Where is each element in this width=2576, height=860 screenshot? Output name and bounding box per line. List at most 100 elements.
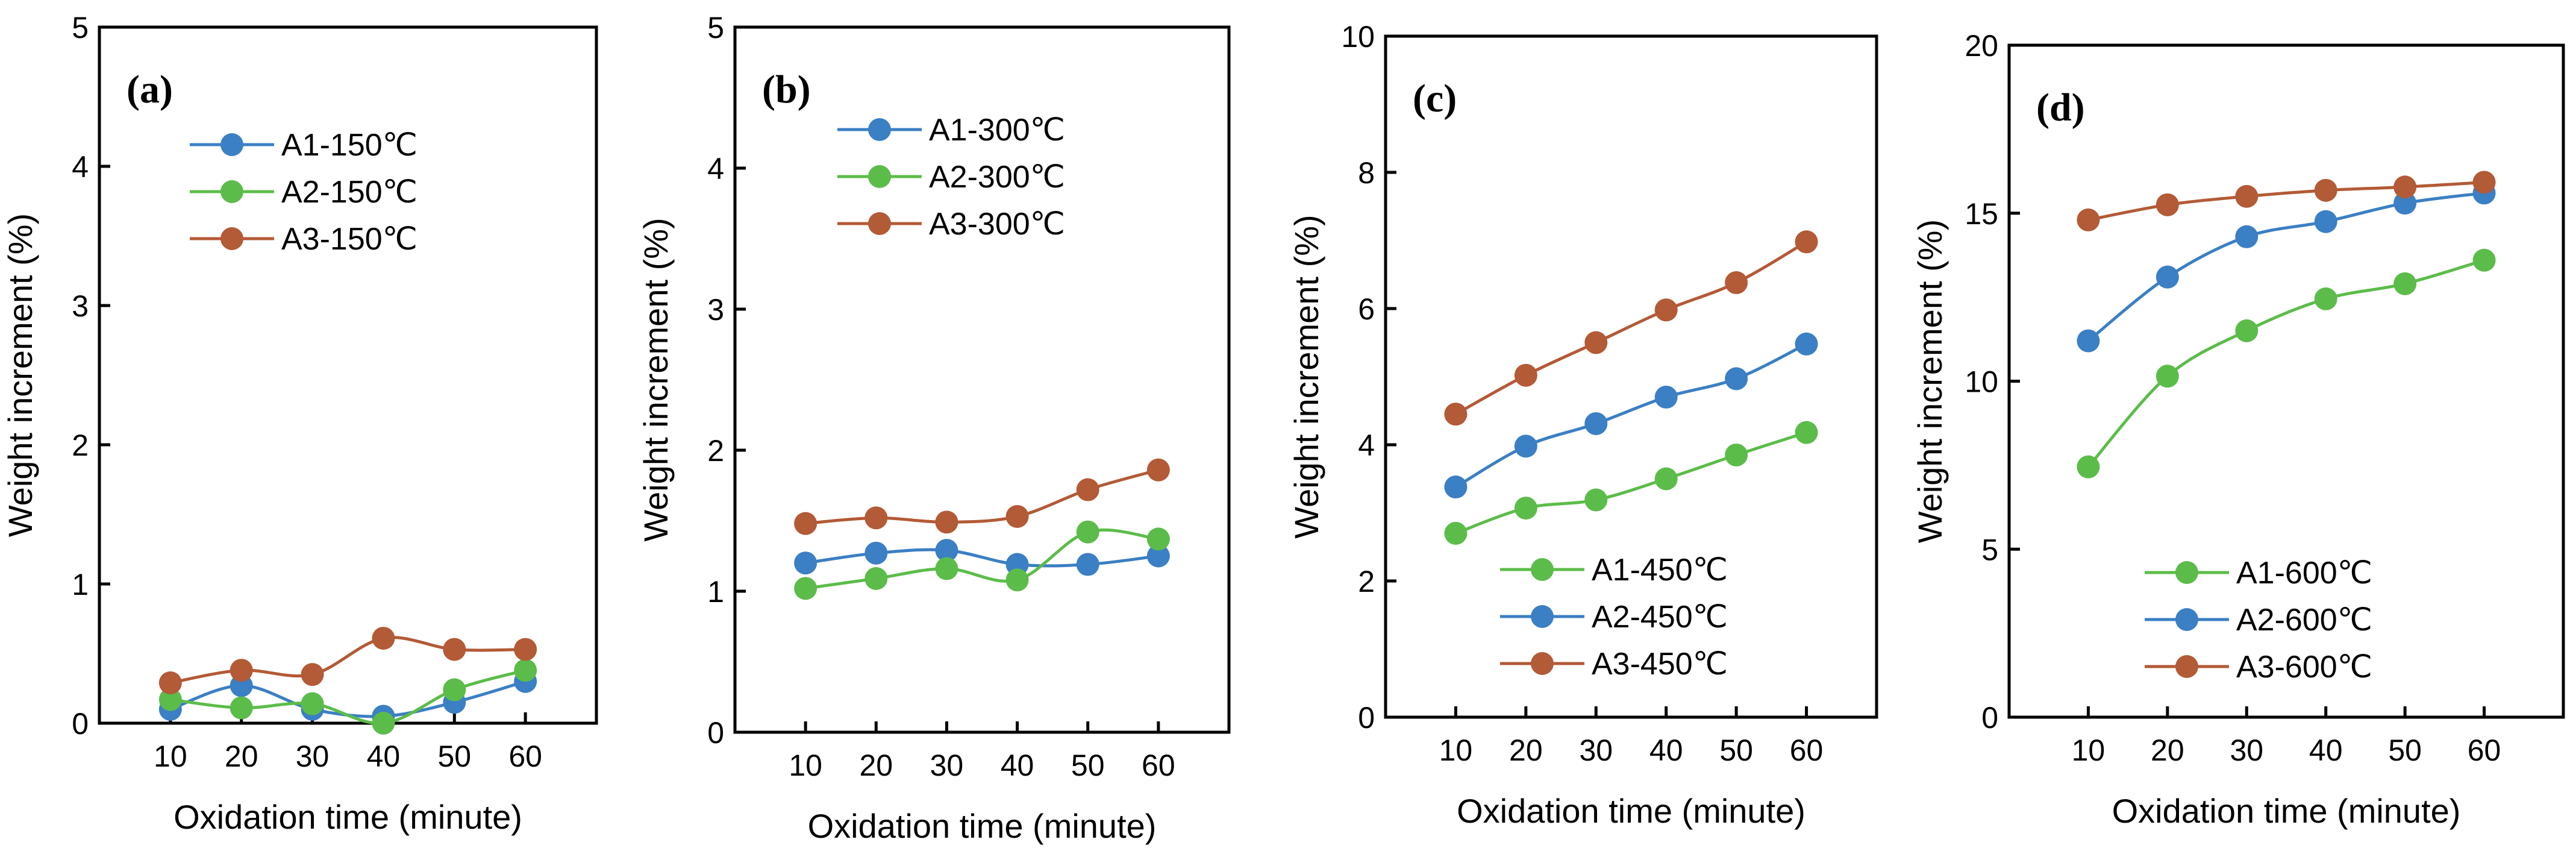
data-point bbox=[2235, 184, 2259, 208]
data-point bbox=[1584, 412, 1608, 435]
x-axis-title: Oxidation time (minute) bbox=[808, 807, 1157, 845]
x-tick-label: 60 bbox=[2468, 733, 2501, 767]
x-tick-label: 20 bbox=[225, 739, 258, 773]
legend: A1-600℃ A2-600℃ A3-600℃ bbox=[2145, 556, 2372, 685]
legend-marker bbox=[220, 180, 243, 203]
x-axis-title: Oxidation time (minute) bbox=[2112, 792, 2461, 830]
x-tick-label: 50 bbox=[437, 739, 471, 773]
data-point bbox=[1146, 544, 1170, 568]
series-A2-450℃ bbox=[1444, 332, 1818, 499]
legend-label: A1-450℃ bbox=[1592, 553, 1728, 588]
y-tick-label: 4 bbox=[1358, 428, 1375, 462]
x-tick-label: 10 bbox=[2072, 733, 2106, 767]
series-A3-450℃ bbox=[1444, 230, 1818, 426]
y-axis-title: Weight increment (%) bbox=[637, 218, 675, 541]
series-A2-150℃ bbox=[158, 659, 537, 735]
legend-marker bbox=[220, 133, 243, 156]
data-point bbox=[1725, 271, 1748, 295]
x-tick-label: 30 bbox=[930, 749, 964, 782]
data-point bbox=[1444, 403, 1468, 426]
y-tick-label: 15 bbox=[1965, 197, 1998, 231]
series-line bbox=[1455, 431, 1807, 535]
x-tick-label: 20 bbox=[2151, 733, 2184, 767]
panel-label: (c) bbox=[1413, 77, 1457, 121]
data-point bbox=[158, 688, 182, 711]
data-point bbox=[794, 512, 818, 535]
data-point bbox=[230, 696, 253, 720]
legend: A1-300℃ A2-300℃ A3-300℃ bbox=[837, 113, 1065, 242]
x-axis-title: Oxidation time (minute) bbox=[1457, 792, 1805, 830]
y-tick-label: 0 bbox=[1981, 701, 1998, 735]
x-tick-label: 40 bbox=[1001, 749, 1034, 782]
series-A3-300℃ bbox=[794, 458, 1170, 535]
legend: A1-150℃ A2-150℃ A3-150℃ bbox=[190, 128, 417, 257]
data-point bbox=[1514, 363, 1537, 387]
data-point bbox=[2314, 210, 2337, 233]
y-axis-title: Weight increment (%) bbox=[1, 213, 39, 537]
series-line bbox=[1455, 240, 1807, 416]
data-point bbox=[2077, 455, 2100, 479]
series-A1-600℃ bbox=[2077, 248, 2496, 479]
x-tick-label: 60 bbox=[1142, 749, 1175, 782]
legend: A1-450℃ A2-450℃ A3-450℃ bbox=[1500, 553, 1728, 682]
legend-marker bbox=[868, 118, 891, 141]
data-point bbox=[1514, 435, 1537, 458]
x-tick-label: 10 bbox=[154, 739, 187, 773]
data-point bbox=[301, 692, 324, 715]
y-tick-label: 1 bbox=[72, 568, 89, 601]
legend-label: A1-300℃ bbox=[929, 113, 1065, 148]
data-point bbox=[2472, 248, 2496, 272]
series-A1-150℃ bbox=[158, 670, 537, 728]
panel-a: 10 20 30 40 50 60 0 1 2 3 4 5 Oxidation time (minute… bbox=[1, 11, 598, 836]
y-tick-label: 0 bbox=[72, 707, 89, 741]
x-tick-label: 10 bbox=[1439, 733, 1473, 767]
legend-label: A2-450℃ bbox=[1592, 600, 1728, 635]
legend-marker bbox=[868, 212, 891, 235]
series-line bbox=[805, 548, 1159, 568]
data-point bbox=[372, 712, 395, 735]
data-point bbox=[1005, 568, 1029, 592]
data-point bbox=[443, 638, 466, 661]
x-tick-label: 40 bbox=[367, 739, 401, 773]
data-point bbox=[935, 557, 958, 580]
data-point bbox=[1444, 476, 1468, 499]
series-A1-450℃ bbox=[1444, 421, 1818, 545]
legend-marker bbox=[2175, 561, 2198, 584]
y-tick-label: 4 bbox=[707, 152, 724, 186]
x-tick-label: 50 bbox=[1071, 749, 1105, 782]
data-point bbox=[2156, 365, 2179, 388]
y-tick-label: 6 bbox=[1358, 292, 1375, 326]
series-line bbox=[170, 680, 526, 718]
series-line bbox=[2087, 191, 2484, 342]
legend-marker bbox=[220, 227, 243, 250]
x-tick-label: 50 bbox=[2388, 733, 2422, 767]
y-tick-label: 4 bbox=[72, 150, 89, 184]
legend-label: A3-450℃ bbox=[1592, 647, 1728, 682]
panel-c: 10 20 30 40 50 60 0 2 4 6 8 10 Oxidation time (minut… bbox=[1287, 20, 1878, 830]
legend-label: A3-600℃ bbox=[2236, 650, 2372, 685]
data-point bbox=[1725, 443, 1748, 466]
series-line bbox=[805, 468, 1159, 526]
legend-marker bbox=[1531, 652, 1554, 675]
panel-label: (b) bbox=[762, 67, 811, 111]
legend-marker bbox=[1531, 605, 1554, 628]
data-point bbox=[1654, 385, 1678, 409]
data-point bbox=[864, 541, 888, 565]
legend-label: A1-150℃ bbox=[281, 128, 417, 163]
data-point bbox=[1444, 521, 1468, 545]
series-A3-600℃ bbox=[2077, 171, 2496, 231]
y-tick-label: 0 bbox=[1358, 701, 1375, 735]
data-point bbox=[2156, 265, 2179, 289]
x-tick-label: 30 bbox=[296, 739, 330, 773]
axes-frame bbox=[733, 25, 1231, 734]
data-point bbox=[2077, 329, 2100, 353]
x-axis-title: Oxidation time (minute) bbox=[174, 798, 522, 836]
legend-label: A3-300℃ bbox=[929, 207, 1065, 242]
y-tick-label: 5 bbox=[1981, 533, 1998, 567]
x-tick-label: 30 bbox=[2230, 733, 2263, 767]
axes-frame bbox=[1384, 34, 1878, 719]
y-tick-label: 2 bbox=[1358, 565, 1375, 598]
panel-d: 10 20 30 40 50 60 0 5 10 15 20 Oxidation time (minu… bbox=[1911, 29, 2565, 830]
y-tick-label: 3 bbox=[72, 289, 89, 323]
data-point bbox=[2235, 319, 2259, 342]
